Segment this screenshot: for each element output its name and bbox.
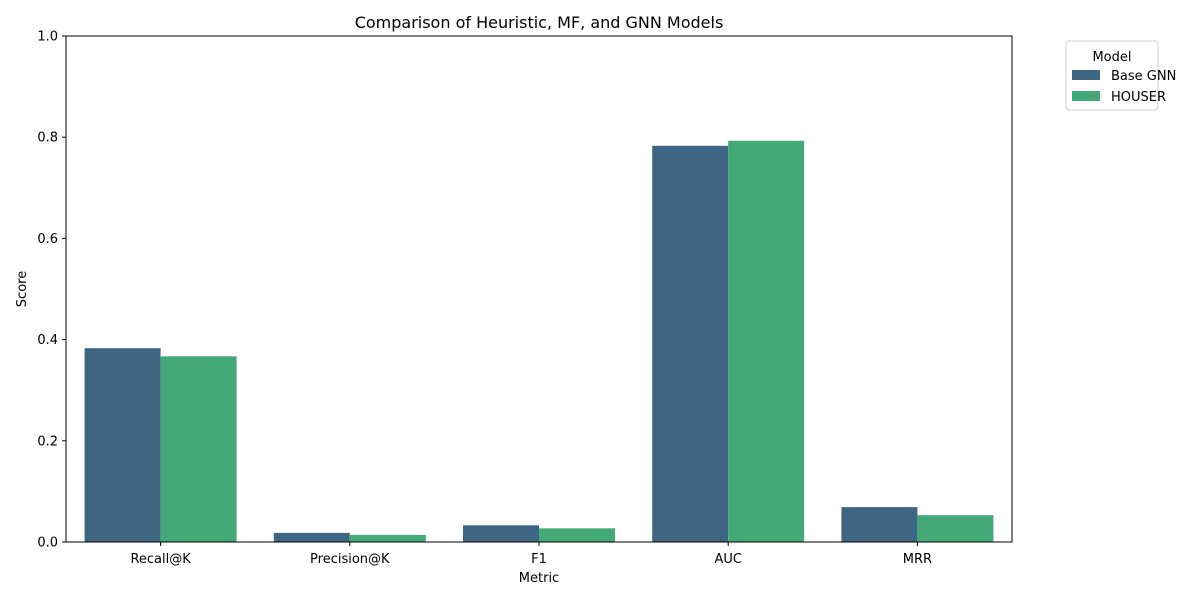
x-tick-label: Precision@K [310, 552, 390, 567]
y-tick-label: 0.2 [37, 434, 58, 449]
legend-swatch-houser [1072, 91, 1100, 101]
legend-label-base-gnn: Base GNN [1111, 69, 1176, 84]
y-tick-label: 0.4 [37, 333, 58, 348]
bar-base-gnn-mrr [841, 507, 918, 542]
bar-base-gnn-precision-k [273, 532, 350, 542]
x-tick-label: Recall@K [130, 552, 191, 567]
plot-area: 0.0 0.2 0.4 0.6 0.8 1.0 Recall@K Precision@K F1 A… [37, 30, 1013, 567]
bar-houser-recall-k [160, 356, 237, 542]
bar-houser-auc [728, 140, 805, 543]
y-tick-label: 0.6 [37, 232, 58, 247]
bar-houser-precision-k [349, 534, 426, 542]
x-tick-label: AUC [714, 552, 742, 567]
bar-houser-f1 [539, 528, 615, 542]
bar-base-gnn-recall-k [84, 348, 161, 542]
y-tick-label: 0.8 [37, 131, 58, 146]
legend-label-houser: HOUSER [1111, 90, 1166, 105]
bar-base-gnn-auc [652, 145, 729, 543]
x-tick-label: F1 [531, 552, 547, 567]
y-tick-label: 1.0 [37, 30, 58, 45]
chart-title: Comparison of Heuristic, MF, and GNN Mod… [355, 13, 724, 32]
x-tick-label: MRR [903, 552, 932, 567]
x-axis-label: Metric [519, 571, 559, 586]
y-axis-label: Score [15, 271, 30, 307]
legend: Model Base GNN HOUSER [1065, 40, 1176, 111]
bar-base-gnn-f1 [463, 525, 539, 542]
y-tick-label: 0.0 [37, 536, 58, 551]
legend-swatch-base-gnn [1072, 70, 1100, 80]
legend-title: Model [1092, 50, 1131, 65]
bar-houser-mrr [917, 515, 994, 542]
